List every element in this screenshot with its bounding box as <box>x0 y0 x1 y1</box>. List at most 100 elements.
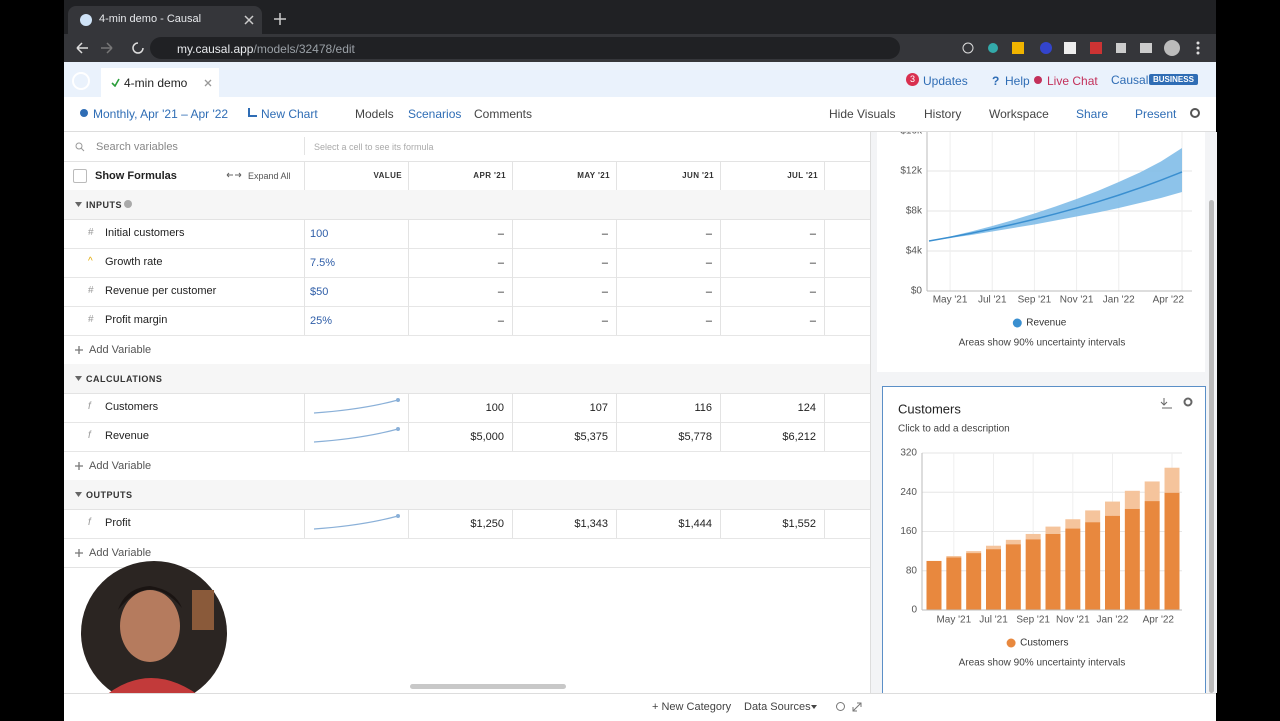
add-variable-row[interactable]: Add Variable <box>64 451 870 481</box>
expand-icon <box>226 172 242 178</box>
comments-button[interactable]: Comments <box>474 107 533 121</box>
cell[interactable]: – <box>809 257 816 269</box>
browser-tab[interactable]: 4-min demo - Causal <box>68 6 262 34</box>
column-header: MAY '21 <box>577 171 610 180</box>
cell[interactable]: $1,552 <box>782 518 816 530</box>
cell[interactable]: – <box>497 228 504 240</box>
cell[interactable]: $1,250 <box>470 518 504 530</box>
omnibox[interactable]: my.causal.app/models/32478/edit <box>150 37 900 59</box>
variable-value[interactable]: 25% <box>310 315 333 327</box>
variable-row[interactable]: f Revenue $5,000 $5,375 $5,778 $6,212 <box>64 422 870 452</box>
cell[interactable]: 107 <box>589 402 608 414</box>
expand-icon[interactable] <box>852 702 862 712</box>
cell[interactable]: – <box>497 315 504 327</box>
account-name[interactable]: Causal <box>1111 73 1149 87</box>
variable-name[interactable]: Profit <box>105 517 131 529</box>
download-icon[interactable] <box>1160 398 1172 409</box>
variable-name[interactable]: Revenue per customer <box>105 285 217 297</box>
variable-name[interactable]: Revenue <box>105 430 150 442</box>
expand-all-button[interactable]: Expand All <box>248 171 291 181</box>
nav-buttons[interactable] <box>74 40 154 56</box>
variable-row[interactable]: # Initial customers 100 – – – – <box>64 219 870 249</box>
column-divider <box>720 277 721 306</box>
add-variable-row[interactable]: Add Variable <box>64 335 870 365</box>
new-tab[interactable] <box>274 13 286 25</box>
cell[interactable]: $5,000 <box>470 431 504 443</box>
cell[interactable]: $5,375 <box>574 431 608 443</box>
column-divider <box>408 306 409 335</box>
column-divider <box>304 393 305 422</box>
column-divider <box>304 161 305 190</box>
chart-description[interactable]: Click to add a description <box>898 424 1010 435</box>
share-button[interactable]: Share <box>1076 107 1109 121</box>
updates-link[interactable]: Updates <box>923 74 968 88</box>
variable-row[interactable]: f Profit $1,250 $1,343 $1,444 $1,552 <box>64 509 870 539</box>
present-button[interactable]: Present <box>1135 107 1177 121</box>
extension-icons[interactable] <box>900 38 1210 58</box>
cell[interactable]: 124 <box>797 402 816 414</box>
cell[interactable]: – <box>705 257 712 269</box>
settings-icon[interactable] <box>1190 108 1200 118</box>
model-tab-title: 4-min demo <box>124 76 188 90</box>
cell[interactable]: 100 <box>485 402 504 414</box>
cell[interactable]: $1,343 <box>574 518 608 530</box>
cell[interactable]: – <box>705 315 712 327</box>
legend-marker <box>1012 318 1022 328</box>
hide-visuals-button[interactable]: Hide Visuals <box>829 107 896 121</box>
settings-icon[interactable] <box>1183 397 1193 407</box>
variable-value[interactable]: 100 <box>310 228 329 240</box>
cell[interactable]: – <box>601 257 608 269</box>
tab-close[interactable] <box>244 15 254 25</box>
info-icon <box>124 200 132 208</box>
range-picker[interactable]: Monthly, Apr '21 – Apr '22 <box>93 107 229 121</box>
variable-value[interactable]: 7.5% <box>310 257 336 269</box>
models-button[interactable]: Models <box>355 107 394 121</box>
h-scrollbar[interactable] <box>410 684 566 689</box>
variable-row[interactable]: # Profit margin 25% – – – – <box>64 306 870 336</box>
cell[interactable]: – <box>809 228 816 240</box>
cell[interactable]: – <box>809 315 816 327</box>
scenarios-button[interactable]: Scenarios <box>408 107 462 121</box>
section-header[interactable]: OUTPUTS <box>64 480 870 510</box>
collapse-caret <box>75 202 82 207</box>
help-icon[interactable] <box>836 702 845 711</box>
cell[interactable]: 116 <box>694 402 712 414</box>
cell[interactable]: $6,212 <box>782 431 816 443</box>
variable-row[interactable]: # Revenue per customer $50 – – – – <box>64 277 870 307</box>
model-tab[interactable]: 4-min demo <box>101 68 219 97</box>
variable-value[interactable]: $50 <box>310 286 329 298</box>
live-chat-link[interactable]: Live Chat <box>1047 74 1098 88</box>
cell[interactable]: – <box>809 286 816 298</box>
show-formulas-checkbox[interactable] <box>73 169 87 183</box>
workspace-button[interactable]: Workspace <box>989 107 1049 121</box>
cell[interactable]: – <box>705 228 712 240</box>
v-scrollbar[interactable] <box>1209 200 1214 693</box>
cell[interactable]: – <box>705 286 712 298</box>
add-variable-row[interactable]: Add Variable <box>64 538 870 568</box>
variable-row[interactable]: f Customers 100 107 116 124 <box>64 393 870 423</box>
bar <box>1144 501 1160 610</box>
cell[interactable]: – <box>601 228 608 240</box>
help-link[interactable]: Help <box>1005 74 1030 88</box>
variable-name[interactable]: Customers <box>105 401 159 413</box>
cell[interactable]: $1,444 <box>678 518 712 530</box>
cell[interactable]: $5,778 <box>678 431 712 443</box>
cell[interactable]: – <box>601 286 608 298</box>
new-category-button[interactable]: + New Category <box>652 701 732 713</box>
variable-name[interactable]: Initial customers <box>105 227 185 239</box>
cell[interactable]: – <box>497 286 504 298</box>
section-header[interactable]: CALCULATIONS <box>64 364 870 394</box>
section-header[interactable]: INPUTS <box>64 190 870 220</box>
y-tick-label: $12k <box>900 166 923 177</box>
data-sources-button[interactable]: Data Sources <box>744 701 811 713</box>
variable-name[interactable]: Profit margin <box>105 314 168 326</box>
new-chart-button[interactable]: New Chart <box>261 107 318 121</box>
cell[interactable]: – <box>601 315 608 327</box>
search-input[interactable]: Search variables <box>96 141 178 153</box>
cell[interactable]: – <box>497 257 504 269</box>
chart-title: Customers <box>898 401 961 416</box>
variable-row[interactable]: ^ Growth rate 7.5% – – – – <box>64 248 870 278</box>
variable-name[interactable]: Growth rate <box>105 256 163 268</box>
history-button[interactable]: History <box>924 107 962 121</box>
tab-close[interactable] <box>204 79 212 87</box>
